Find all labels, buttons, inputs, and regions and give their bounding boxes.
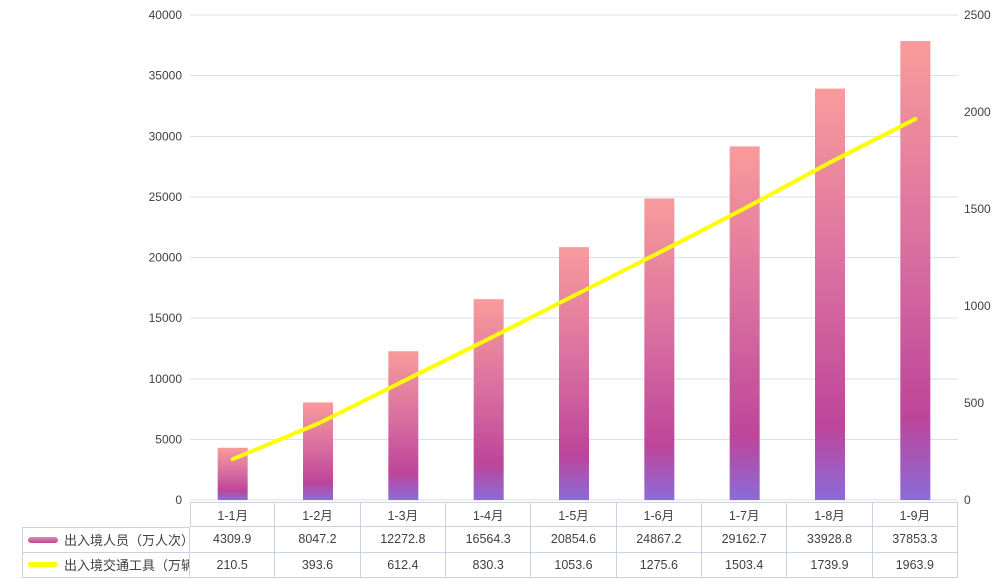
- bar-1-5月[interactable]: [559, 247, 589, 500]
- right-axis-tick-label: 0: [964, 493, 971, 507]
- bar-1-9月[interactable]: [900, 41, 931, 500]
- value-cell: 8047.2: [275, 527, 361, 553]
- left-axis-tick-label: 0: [175, 493, 182, 507]
- value-cell: 210.5: [190, 552, 276, 578]
- legend-item-line[interactable]: 出入境交通工具（万辆次）: [22, 552, 190, 578]
- value-cell: 29162.7: [702, 527, 788, 553]
- legend-label: 出入境交通工具（万辆次）: [64, 558, 189, 574]
- right-axis-tick-label: 2000: [964, 105, 991, 119]
- line-series[interactable]: [230, 117, 918, 462]
- value-cell: 33928.8: [787, 527, 873, 553]
- legend-label: 出入境人员（万人次）: [64, 533, 190, 549]
- category-header: 1-5月: [531, 502, 617, 528]
- value-cell: 393.6: [275, 552, 361, 578]
- category-header: 1-9月: [872, 502, 958, 528]
- right-axis-tick-label: 2500: [964, 8, 991, 22]
- left-axis-tick-label: 15000: [149, 311, 183, 325]
- right-axis-tick-label: 1500: [964, 202, 991, 216]
- bar-series-swatch-icon: [28, 536, 58, 543]
- line-series-swatch-icon: [28, 562, 58, 568]
- category-header: 1-3月: [360, 502, 446, 528]
- legend-item-bars[interactable]: 出入境人员（万人次）: [22, 527, 190, 553]
- left-axis-tick-label: 10000: [149, 372, 183, 386]
- category-header: 1-8月: [787, 502, 873, 528]
- category-header: 1-1月: [190, 502, 276, 528]
- bar-1-8月[interactable]: [815, 88, 845, 501]
- value-cell: 612.4: [360, 552, 446, 578]
- value-cell: 1503.4: [702, 552, 788, 578]
- category-header: 1-6月: [616, 502, 702, 528]
- value-cell: 4309.9: [190, 527, 276, 553]
- bar-1-7月[interactable]: [729, 146, 760, 500]
- left-axis-tick-label: 20000: [149, 251, 183, 265]
- category-header: 1-7月: [702, 502, 788, 528]
- value-cell: 16564.3: [446, 527, 532, 553]
- left-axis-tick-label: 5000: [155, 432, 182, 446]
- value-cell: 20854.6: [531, 527, 617, 553]
- bar-1-4月[interactable]: [473, 299, 504, 500]
- value-cell: 1053.6: [531, 552, 617, 578]
- left-axis-tick-label: 40000: [149, 8, 183, 22]
- bar-1-3月[interactable]: [388, 351, 419, 500]
- value-cell: 37853.3: [872, 527, 958, 553]
- category-header: 1-4月: [446, 502, 532, 528]
- bar-1-6月[interactable]: [644, 198, 675, 500]
- table-corner-blank: [22, 502, 190, 527]
- value-cell: 1739.9: [787, 552, 873, 578]
- value-cell: 1963.9: [872, 552, 958, 578]
- left-axis-tick-label: 30000: [149, 129, 183, 143]
- left-axis-tick-label: 35000: [149, 69, 183, 83]
- value-cell: 12272.8: [360, 527, 446, 553]
- value-cell: 1275.6: [616, 552, 702, 578]
- value-cell: 830.3: [446, 552, 532, 578]
- left-axis-tick-label: 25000: [149, 190, 183, 204]
- category-header: 1-2月: [275, 502, 361, 528]
- chart-data-table: 1-1月 1-2月 1-3月 1-4月 1-5月 1-6月 1-7月 1-8月 1-9月出入境人…: [22, 502, 958, 578]
- value-cell: 24867.2: [616, 527, 702, 553]
- right-axis-tick-label: 1000: [964, 299, 991, 313]
- right-axis-tick-label: 500: [964, 396, 984, 410]
